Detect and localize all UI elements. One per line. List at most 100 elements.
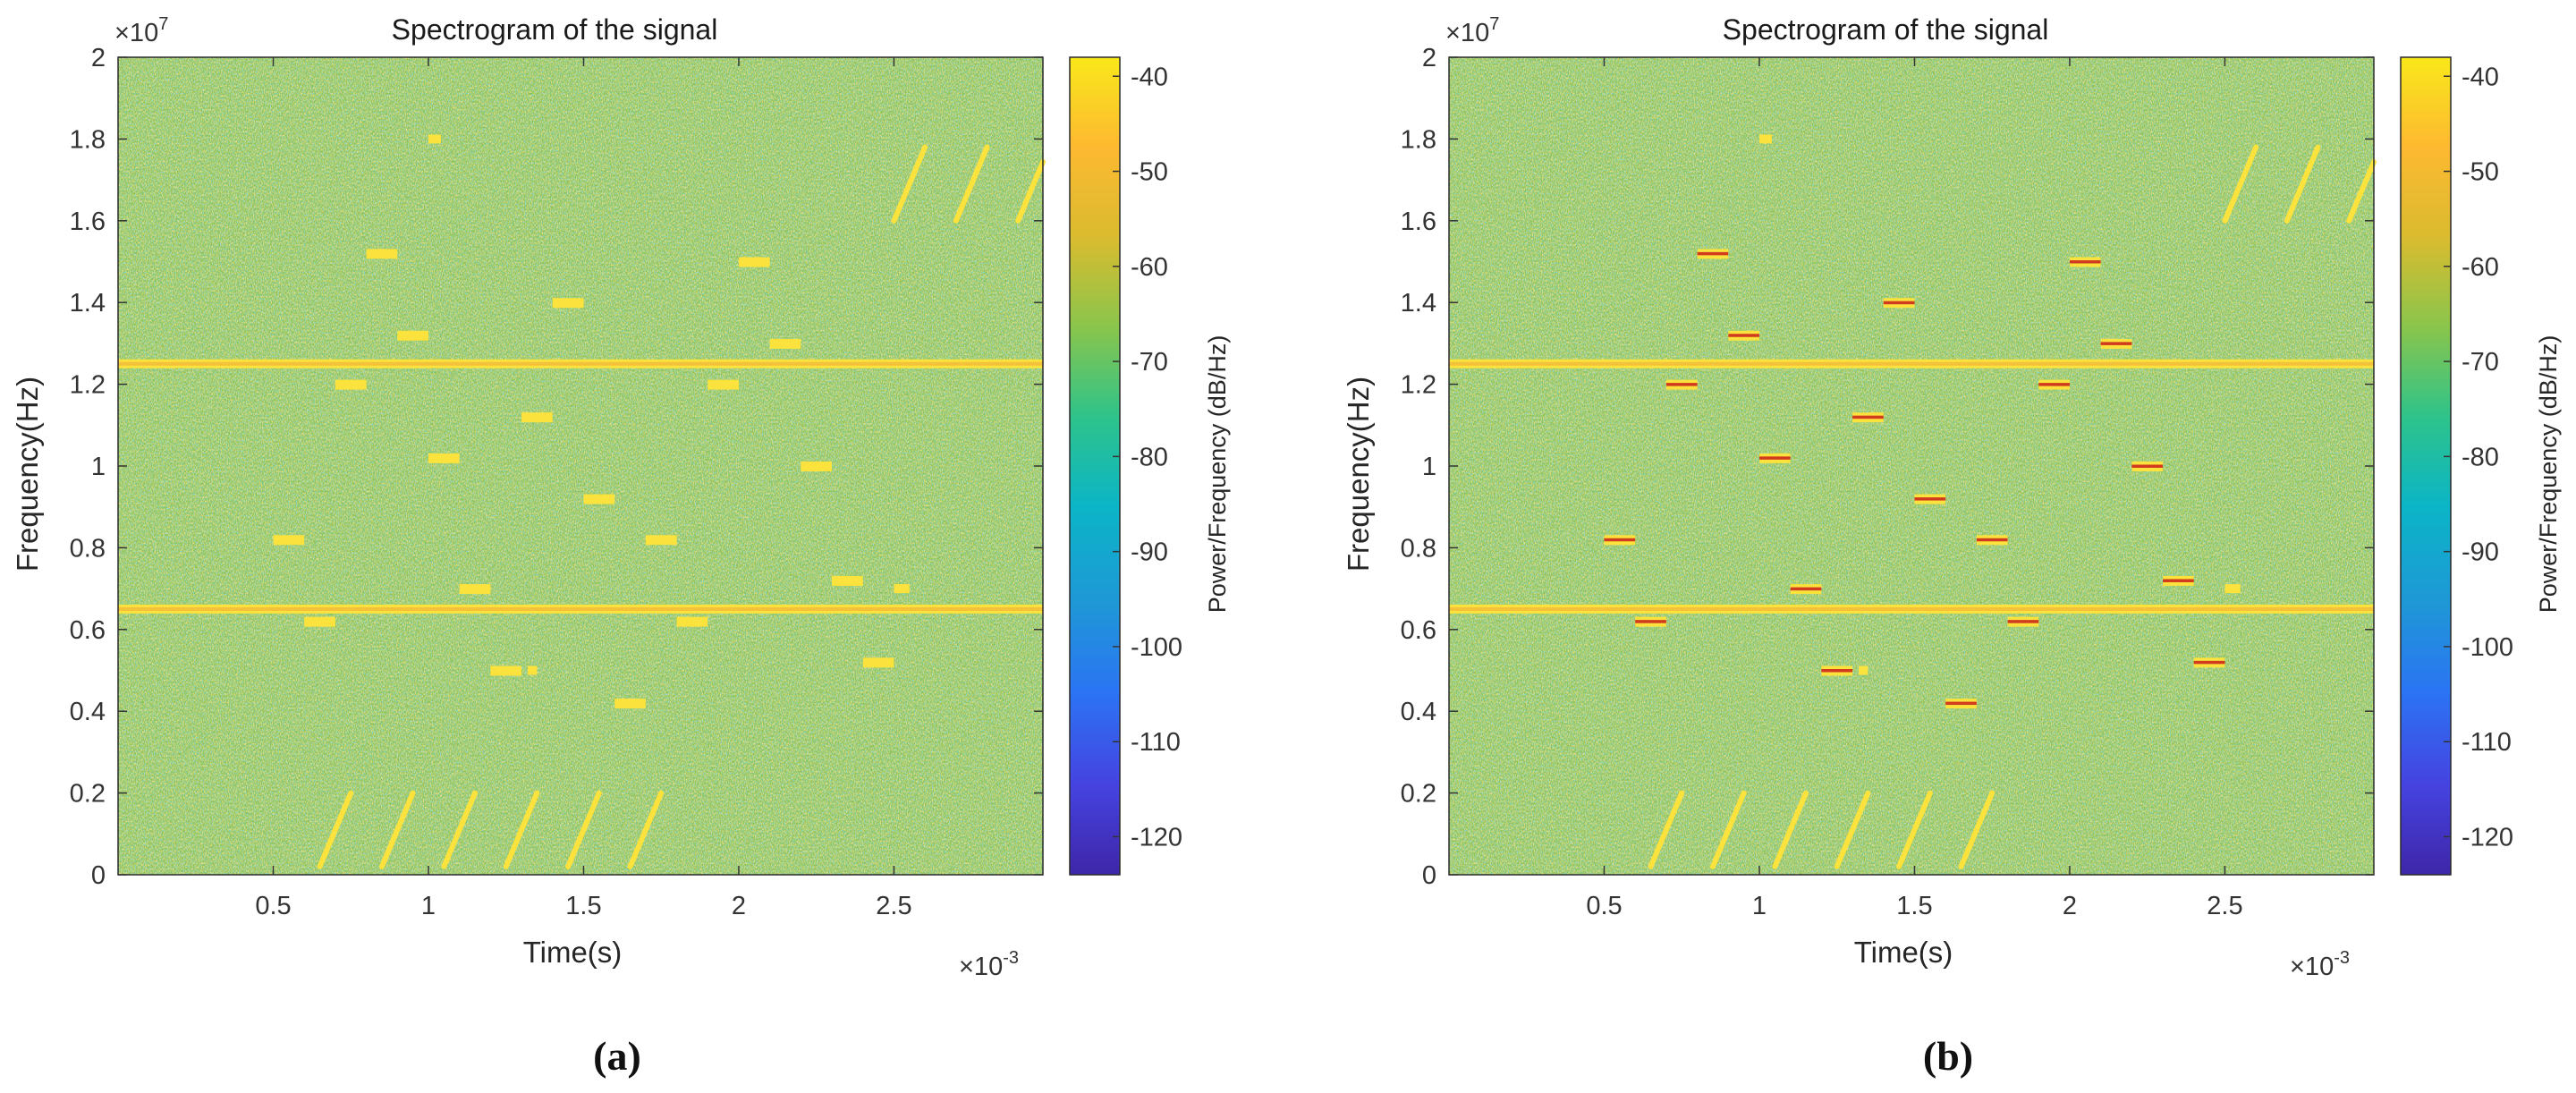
colorbar-tick-label: -50 [1131,158,1168,187]
constant-tone-core [1449,361,2374,366]
x-tick-label: 2.5 [2207,892,2242,920]
colorbar-tick-label: -100 [2462,633,2513,662]
hop-segment [459,584,491,595]
y-tick-label: 1.4 [1401,289,1436,318]
hop-segment-marker [1665,383,1698,386]
y-tick-label: 1 [1422,453,1436,481]
hop-segment [366,249,398,259]
chirp-segment [441,790,479,869]
short-signal-mark [428,134,441,144]
y-tick-label: 0 [91,861,106,890]
hop-segment-marker [1945,701,1977,706]
colorbar-tick-label: -40 [1131,63,1168,91]
hop-segment-marker [1697,251,1729,256]
y-tick-label: 0.8 [1401,534,1436,563]
hop-segment [801,462,833,471]
panel-label: (b) [1923,1033,1973,1079]
x-axis: 0.5 1 1.5 2 2.5 [1586,57,2243,920]
short-signal-mark [1859,665,1868,675]
y-tick-label: 1.8 [1401,125,1436,154]
short-signal-mark [894,584,910,594]
hop-segment [397,330,428,341]
constant-tone-core [1449,606,2374,611]
x-axis-label: Time(s) [523,936,623,969]
x-tick-label: 0.5 [1586,892,1622,920]
colorbar-tick-label: -60 [1131,253,1168,282]
hop-segment [769,338,801,349]
hop-segment [583,494,615,504]
y-exponent-label: ×107 [114,14,168,47]
noise-texture-highlight [1449,57,2374,875]
hop-segment-marker [1604,538,1636,542]
chirp-segment [1772,790,1809,869]
y-tick-label: 0.6 [70,616,106,645]
hop-segment [552,298,584,309]
x-tick-label: 1 [1752,892,1767,920]
hop-segment [521,412,553,423]
hop-segment [832,575,863,586]
hop-segment-marker [2069,260,2101,264]
constant-tone-core [118,361,1043,366]
y-tick-label: 1.6 [1401,208,1436,236]
short-signal-mark [1758,134,1772,144]
x-exponent-label: ×10-3 [2290,948,2350,981]
hop-segment-marker [2007,620,2039,623]
chirp-segment [378,790,416,869]
y-tick-label: 0.2 [1401,780,1436,809]
chirp-segment [2346,158,2377,224]
colorbar: -40 -50 -60 -70 -80 -90 -100 -110 -120 [2400,56,2513,876]
colorbar-gradient [1069,56,1121,876]
short-signal-mark [2224,584,2241,594]
chirp-segment [891,144,928,224]
colorbar-tick-label: -100 [1131,633,1182,662]
hop-segment [614,699,646,709]
hop-segment-marker [2100,342,2132,345]
y-axis: 0 0.2 0.4 0.6 0.8 1 1.2 1.4 1.6 1.8 2 [1401,44,2374,890]
hop-segment-marker [2163,579,2194,582]
colorbar-label: Power/Frequency (dB/Hz) [1204,335,1231,614]
y-tick-label: 0.4 [70,698,106,726]
y-axis: 0 0.2 0.4 0.6 0.8 1 1.2 1.4 1.6 1.8 2 [70,44,1043,890]
hop-segment [273,535,305,546]
chirp-segment [627,790,665,869]
spectrogram-image [117,56,1046,876]
y-tick-label: 0 [1422,861,1436,890]
chirp-segment [1709,790,1747,869]
hop-segment-marker [2131,464,2164,468]
short-signal-mark [528,665,538,675]
hop-segment [676,616,708,627]
hop-segment-marker [1914,497,1946,501]
hop-segment [304,616,335,627]
y-tick-label: 2 [1422,44,1436,72]
hop-segment-marker [2038,383,2070,386]
chirp-segment [2284,144,2321,224]
chirp-segment [565,790,602,869]
colorbar-tick-label: -80 [1131,443,1168,471]
spectrogram-image [1448,56,2377,876]
y-tick-label: 0.4 [1401,698,1436,726]
colorbar-tick-label: -110 [2462,728,2512,757]
chirp-segment [503,790,540,869]
y-tick-label: 1.4 [70,289,106,318]
colorbar-tick-label: -70 [2462,348,2499,377]
y-tick-label: 1.6 [70,208,106,236]
hop-segment-marker [1635,620,1666,623]
colorbar-tick-label: -60 [2462,253,2499,282]
y-exponent-label: ×107 [1445,14,1499,47]
y-tick-label: 0.8 [70,534,106,563]
svg-text:×107: ×107 [1445,14,1499,47]
y-tick-label: 0.2 [70,780,106,809]
spectrogram-panel-a: Spectrogram of the signal ×107 0.5 1 1.5 2 2… [11,13,1231,1079]
hop-segment [738,257,770,267]
hop-segment-marker [1883,301,1915,305]
hop-segment-marker [1976,538,2008,542]
x-axis: 0.5 1 1.5 2 2.5 [255,57,912,920]
x-tick-label: 2.5 [876,892,911,920]
y-tick-label: 1.2 [1401,371,1436,400]
y-tick-label: 1.8 [70,125,106,154]
colorbar: -40 -50 -60 -70 -80 -90 -100 -110 -120 [1069,56,1182,876]
hop-segment-marker [1790,587,1822,591]
plot-title: Spectrogram of the signal [1723,13,2049,46]
x-axis-label: Time(s) [1854,936,1953,969]
